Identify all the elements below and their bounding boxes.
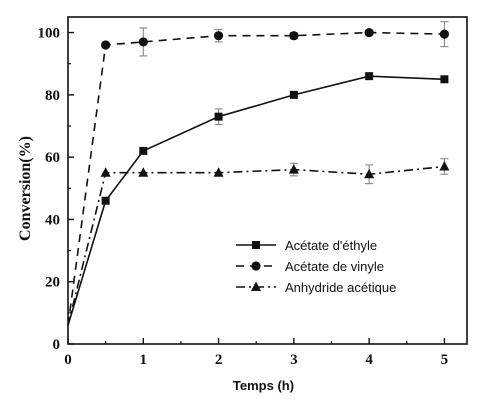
data-point bbox=[440, 75, 449, 84]
data-point bbox=[214, 112, 223, 121]
data-point bbox=[365, 72, 374, 81]
x-tick-label: 3 bbox=[290, 352, 298, 368]
data-point bbox=[364, 27, 374, 38]
y-tick-label: 100 bbox=[38, 26, 61, 42]
data-point bbox=[100, 167, 111, 177]
series-layer bbox=[67, 21, 450, 326]
legend-marker bbox=[251, 261, 261, 271]
series-3 bbox=[67, 158, 450, 326]
legend-item-3: Anhydride acétique bbox=[236, 280, 396, 295]
legend-marker bbox=[252, 241, 260, 249]
data-point bbox=[439, 29, 450, 39]
legend-marker bbox=[251, 281, 261, 291]
data-point bbox=[213, 167, 224, 177]
data-point bbox=[138, 167, 149, 177]
legend-label: Anhydride acétique bbox=[285, 280, 396, 295]
series-1 bbox=[67, 72, 449, 326]
legend: Acétate d'éthyle Acétate de vinyle Anhydri… bbox=[236, 238, 396, 295]
x-axis-title: Temps (h) bbox=[233, 378, 294, 393]
legend-label: Acétate d'éthyle bbox=[285, 238, 377, 253]
x-tick-label: 0 bbox=[64, 352, 72, 368]
data-point bbox=[138, 37, 148, 47]
data-point bbox=[439, 160, 450, 171]
legend-item-1: Acétate d'éthyle bbox=[236, 238, 377, 253]
x-axis-ticks: 0 1 2 3 4 5 bbox=[64, 338, 448, 368]
data-point bbox=[289, 90, 298, 99]
plot-frame bbox=[67, 16, 468, 345]
x-tick-label: 4 bbox=[365, 352, 373, 368]
y-tick-label: 20 bbox=[45, 275, 60, 291]
legend-label: Acétate de vinyle bbox=[285, 259, 384, 274]
data-point bbox=[101, 196, 110, 205]
y-axis-ticks: 0 20 40 60 80 100 bbox=[38, 26, 74, 353]
y-axis-title: Conversion(%) bbox=[17, 136, 34, 241]
y-tick-label: 40 bbox=[45, 212, 60, 228]
x-tick-label: 1 bbox=[140, 352, 148, 368]
data-point bbox=[213, 31, 224, 41]
data-point bbox=[139, 146, 148, 155]
legend-item-2: Acétate de vinyle bbox=[236, 259, 384, 274]
y-tick-label: 80 bbox=[45, 88, 60, 104]
y-tick-label: 0 bbox=[53, 337, 61, 353]
series-2 bbox=[67, 21, 450, 326]
data-point bbox=[101, 40, 111, 50]
x-tick-label: 5 bbox=[441, 352, 449, 368]
data-point bbox=[288, 164, 299, 174]
data-point bbox=[364, 168, 375, 179]
y-tick-label: 60 bbox=[45, 150, 60, 166]
x-tick-label: 2 bbox=[215, 352, 223, 368]
plot-border bbox=[67, 16, 468, 345]
data-point bbox=[289, 31, 299, 41]
